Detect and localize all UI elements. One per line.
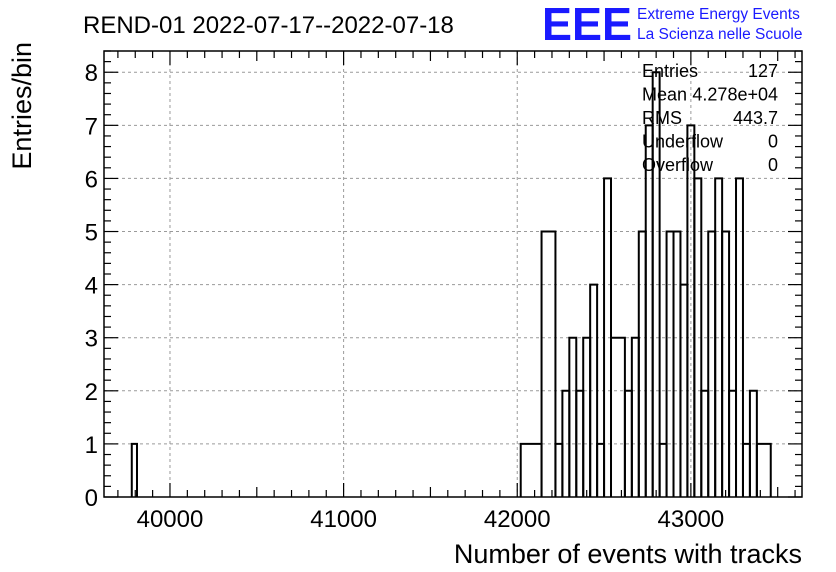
- chart-title: REND-01 2022-07-17--2022-07-18: [83, 12, 454, 39]
- y-tick-label: 3: [85, 326, 98, 353]
- stats-label: RMS: [642, 108, 682, 128]
- stats-label: Overflow: [642, 155, 714, 175]
- stats-label: Underflow: [642, 132, 724, 152]
- stats-label: Mean: [642, 85, 687, 105]
- stats-label: Entries: [642, 61, 698, 81]
- histogram-bin: [735, 177, 744, 497]
- logo-line-1: Extreme Energy Events: [637, 6, 800, 23]
- stats-value: 127: [748, 61, 778, 81]
- eee-logo: EEE Extreme Energy Events La Scienza nel…: [542, 0, 802, 50]
- y-tick-label: 5: [85, 220, 98, 247]
- x-tick-label: 41000: [310, 506, 377, 533]
- x-axis-title: Number of events with tracks: [454, 539, 802, 569]
- histogram-bars: [130, 71, 772, 497]
- axis-ticks: [104, 50, 802, 498]
- histogram-bin: [540, 230, 557, 497]
- y-tick-label: 2: [85, 379, 98, 406]
- stats-box: Entries 127 Mean 4.278e+04 RMS 443.7 Underflow…: [642, 61, 778, 175]
- histogram-bin: [130, 442, 138, 497]
- eee-logo-mark: EEE: [542, 0, 632, 50]
- stats-value: 443.7: [733, 108, 778, 128]
- x-tick-label: 43000: [658, 506, 725, 533]
- histogram-bin: [755, 442, 772, 497]
- y-tick-label: 4: [85, 273, 98, 300]
- y-tick-label: 8: [85, 60, 98, 87]
- histogram-bin: [651, 71, 661, 497]
- stats-value: 0: [768, 155, 778, 175]
- y-tick-label: 6: [85, 166, 98, 193]
- histogram-bin: [721, 230, 731, 497]
- y-tick-label: 7: [85, 113, 98, 140]
- x-tick-label: 40000: [137, 506, 204, 533]
- y-tick-label: 1: [85, 432, 98, 459]
- logo-line-2: La Scienza nelle Scuole: [637, 26, 802, 43]
- x-tick-label: 42000: [484, 506, 551, 533]
- stats-value: 4.278e+04: [692, 85, 778, 105]
- stats-value: 0: [768, 132, 778, 152]
- y-axis-title: Entries/bin: [7, 42, 37, 170]
- y-tick-label: 0: [85, 485, 98, 512]
- histogram-bin: [693, 177, 703, 497]
- histogram-bin: [589, 283, 599, 497]
- tick-labels: 0 1 2 3 4 5 6 7 8 40000 41000 42000 43000: [85, 60, 725, 533]
